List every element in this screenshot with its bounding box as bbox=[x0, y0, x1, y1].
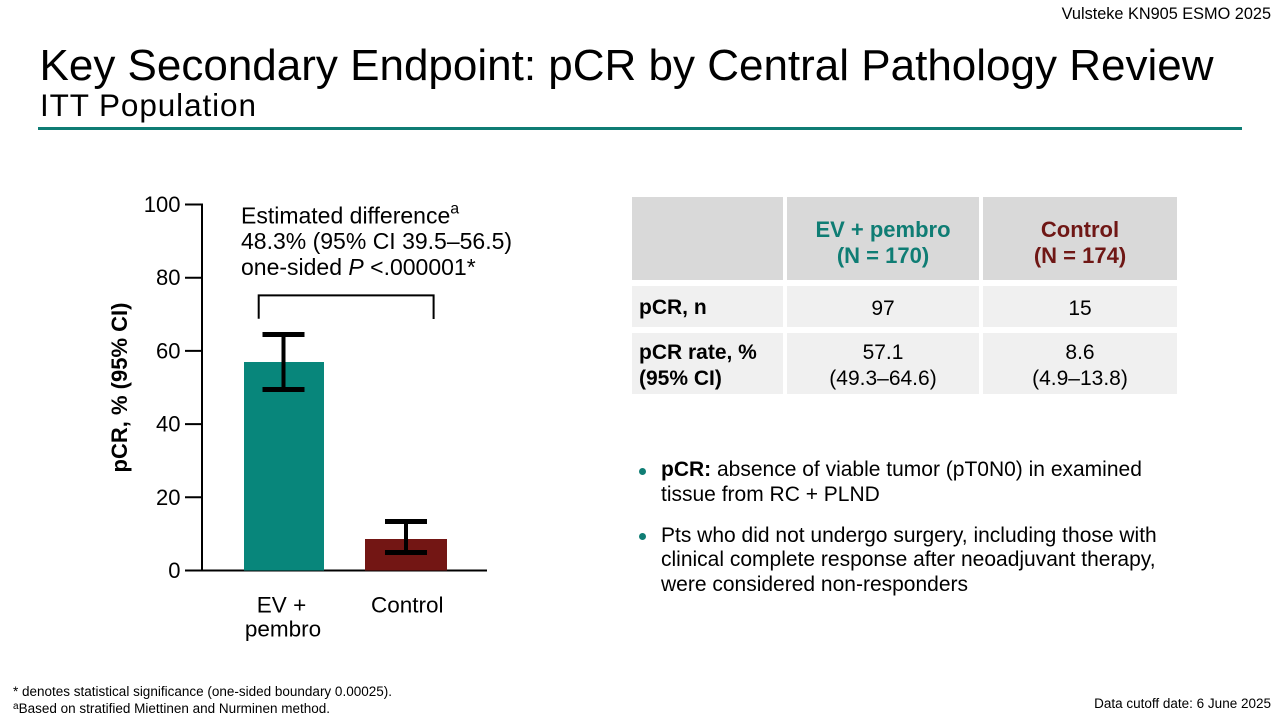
svg-text:80: 80 bbox=[156, 265, 180, 290]
svg-text:48.3% (95% CI 39.5–56.5): 48.3% (95% CI 39.5–56.5) bbox=[241, 228, 512, 254]
svg-text:pembro: pembro bbox=[245, 617, 321, 642]
svg-text:pCR, % (95% CI): pCR, % (95% CI) bbox=[107, 303, 132, 473]
svg-text:Control: Control bbox=[371, 593, 444, 618]
svg-text:0: 0 bbox=[168, 558, 180, 583]
svg-text:Estimated differencea: Estimated differencea bbox=[241, 200, 459, 228]
svg-text:one-sided P <.000001*: one-sided P <.000001* bbox=[241, 254, 476, 280]
svg-text:100: 100 bbox=[144, 192, 181, 217]
svg-text:EV +: EV + bbox=[257, 593, 306, 618]
svg-text:20: 20 bbox=[156, 485, 180, 510]
svg-text:40: 40 bbox=[156, 412, 180, 437]
svg-text:60: 60 bbox=[156, 338, 180, 363]
